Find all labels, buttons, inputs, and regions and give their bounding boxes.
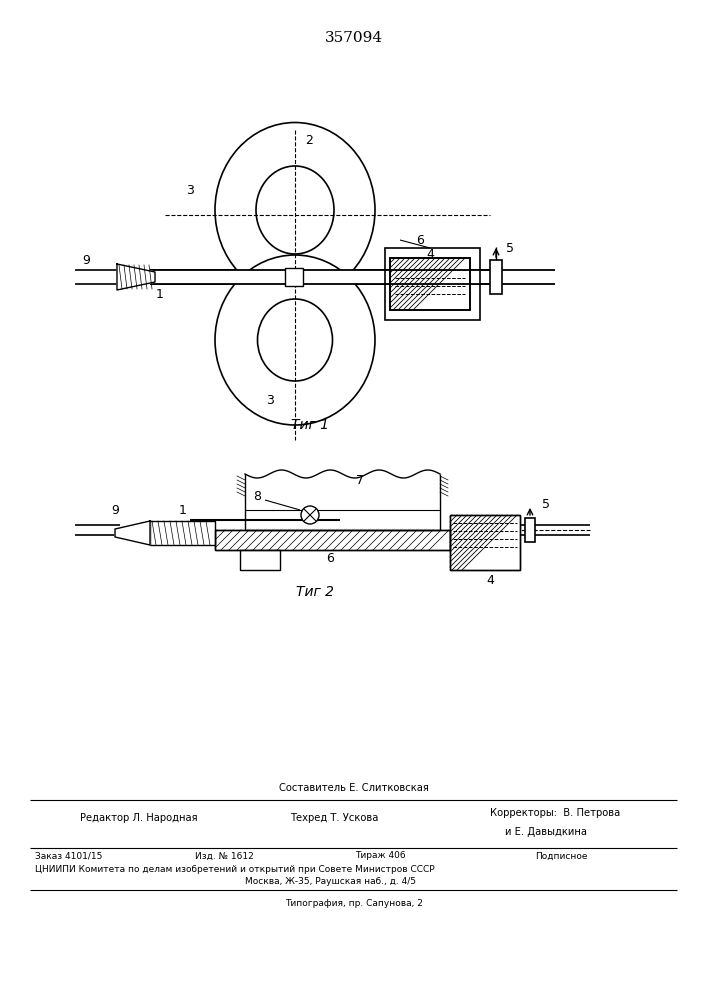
Text: 3: 3 <box>186 184 194 196</box>
Text: Типография, пр. Сапунова, 2: Типография, пр. Сапунова, 2 <box>285 900 423 908</box>
Text: Заказ 4101/15: Заказ 4101/15 <box>35 852 103 860</box>
Text: 5: 5 <box>506 241 514 254</box>
Bar <box>285 268 303 286</box>
Bar <box>390 258 470 310</box>
Text: Изд. № 1612: Изд. № 1612 <box>195 852 254 860</box>
Text: ЦНИИПИ Комитета по делам изобретений и открытий при Совете Министров СССР: ЦНИИПИ Комитета по делам изобретений и о… <box>35 865 435 874</box>
Text: и Е. Давыдкина: и Е. Давыдкина <box>505 827 587 837</box>
Ellipse shape <box>256 166 334 254</box>
Bar <box>390 258 470 310</box>
Text: 1: 1 <box>156 288 164 302</box>
Bar <box>450 515 520 570</box>
Text: Составитель Е. Слитковская: Составитель Е. Слитковская <box>279 783 429 793</box>
Text: 6: 6 <box>416 233 424 246</box>
Bar <box>490 260 502 294</box>
Text: Τиг 1: Τиг 1 <box>291 418 329 432</box>
Text: 1: 1 <box>179 504 187 516</box>
Bar <box>215 530 450 550</box>
Bar <box>215 530 450 550</box>
Bar <box>525 518 535 542</box>
Text: 4: 4 <box>486 574 494 586</box>
Text: 2: 2 <box>305 133 313 146</box>
Text: 9: 9 <box>82 254 90 267</box>
Text: Подписное: Подписное <box>535 852 588 860</box>
Text: 6: 6 <box>326 552 334 564</box>
Text: Москва, Ж-35, Раушская наб., д. 4/5: Москва, Ж-35, Раушская наб., д. 4/5 <box>245 878 416 886</box>
Text: Техред Т. Ускова: Техред Т. Ускова <box>290 813 378 823</box>
Text: 7: 7 <box>356 474 364 487</box>
Text: 9: 9 <box>111 504 119 516</box>
Text: 3: 3 <box>266 393 274 406</box>
Ellipse shape <box>215 122 375 298</box>
Bar <box>245 482 440 530</box>
Text: Тираж 406: Тираж 406 <box>355 852 406 860</box>
Text: 8: 8 <box>253 490 261 504</box>
Bar <box>150 521 215 545</box>
Polygon shape <box>115 521 150 545</box>
Polygon shape <box>117 264 155 290</box>
Text: Τиг 2: Τиг 2 <box>296 585 334 599</box>
Circle shape <box>301 506 319 524</box>
Bar <box>385 248 480 320</box>
Ellipse shape <box>257 299 332 381</box>
Text: 357094: 357094 <box>325 31 383 45</box>
Text: Корректоры:  В. Петрова: Корректоры: В. Петрова <box>490 808 620 818</box>
Bar <box>450 515 520 570</box>
Text: Редактор Л. Народная: Редактор Л. Народная <box>80 813 198 823</box>
Text: 5: 5 <box>542 498 550 512</box>
Text: 4: 4 <box>426 247 434 260</box>
Bar <box>240 550 280 570</box>
Ellipse shape <box>215 255 375 425</box>
Bar <box>150 270 500 284</box>
